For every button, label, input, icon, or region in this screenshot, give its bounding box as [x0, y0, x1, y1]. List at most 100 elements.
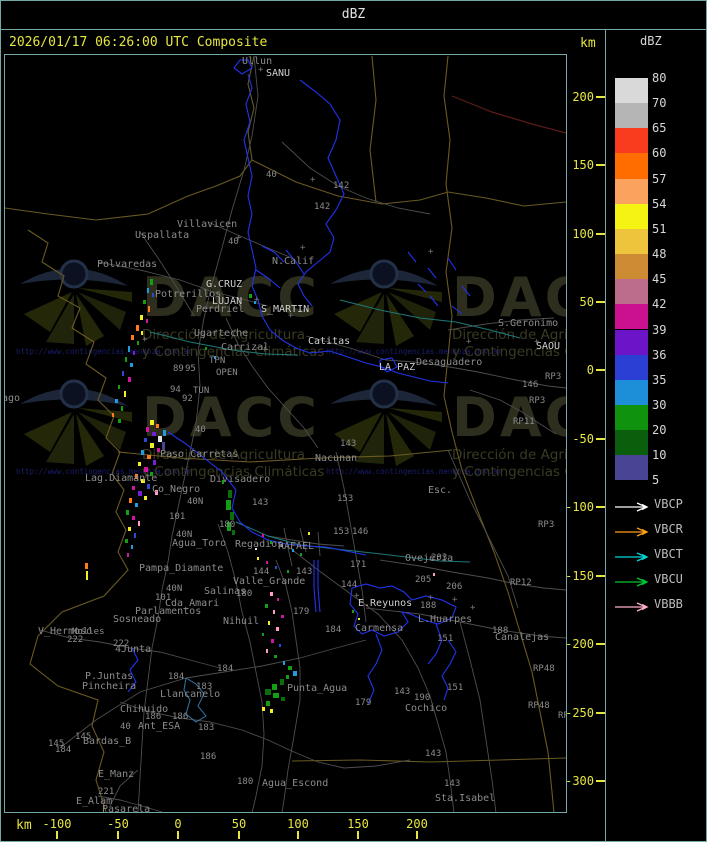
map-place-label: Sta.Isabel [435, 793, 495, 804]
map-place-label: 143 [340, 439, 356, 449]
radar-echo [137, 341, 139, 345]
scale-value-label: 36 [652, 347, 667, 362]
radar-echo [281, 615, 284, 618]
map-place-label: P.Juntas [85, 671, 133, 682]
station-marker: + [534, 337, 540, 347]
right-axis-tick-label: -250 [565, 706, 594, 720]
right-axis-tick-label: -150 [565, 569, 594, 583]
right-axis-tick-label: -300 [565, 774, 594, 788]
right-axis-tick [596, 643, 605, 645]
radar-echo [118, 385, 120, 389]
map-place-label: S.Geronimo [498, 318, 558, 329]
map-place-label: 183 [196, 682, 212, 692]
map-line-rc [149, 331, 299, 356]
watermark-line2: y Contingencias Climáticas [452, 464, 567, 480]
map-line-rd [305, 335, 567, 389]
radar-echo [132, 516, 135, 520]
radar-echo [130, 363, 133, 367]
map-place-label: 40N [166, 584, 182, 594]
map-line-rl [183, 677, 207, 723]
map-place-label: 222 [67, 635, 83, 645]
radar-echo [270, 709, 273, 713]
radar-echo [266, 701, 270, 706]
radar-echo [274, 655, 277, 658]
bottom-axis-tick-label: 200 [406, 817, 428, 831]
map-place-label: V_Hermoso [38, 626, 92, 637]
radar-echo [141, 479, 145, 483]
map-place-label: 92 [182, 394, 193, 404]
map-place-label: Catitas [308, 336, 350, 347]
dacc-watermark: http://www.contingencias.mendoza.gov.ar D… [16, 379, 324, 480]
radar-echo [144, 467, 148, 472]
right-axis-tick-label: -200 [565, 637, 594, 651]
map-place-label: LUJAN [212, 296, 242, 307]
map-line-rd [317, 531, 321, 557]
radar-map: http://www.contingencias.mendoza.gov.ar D… [2, 54, 634, 815]
map-place-label: Molles [72, 627, 105, 637]
map-line-bd [27, 229, 129, 813]
bottom-axis-unit-label: km [16, 818, 32, 833]
watermark-url: http://www.contingencias.mendoza.gov.ar [16, 347, 193, 356]
map-place-label: 186 [172, 712, 188, 722]
right-axis-tick [596, 164, 605, 166]
map-place-label: E_Alam [76, 796, 112, 807]
scale-value-label: 42 [652, 297, 667, 312]
radar-echo [262, 707, 265, 711]
radar-echo [265, 689, 271, 695]
map-place-label: 40N [187, 497, 203, 507]
right-axis-tick [596, 301, 605, 303]
right-axis-tick [596, 712, 605, 714]
map-place-label: Esc. [428, 485, 452, 496]
map-line-rd [267, 535, 345, 547]
map-line-rd [97, 261, 269, 307]
map-place-label: 179 [293, 607, 309, 617]
map-place-label: 143 [252, 498, 268, 508]
map-line-rv [417, 283, 427, 293]
map-place-label: 94 [170, 385, 181, 395]
radar-echo [205, 347, 207, 350]
map-line-rd [299, 527, 307, 553]
watermark-url: http://www.contingencias.mendoza.gov.ar [16, 467, 193, 476]
map-place-label: RP3 [545, 372, 561, 382]
legend-row [614, 498, 650, 512]
station-marker: + [258, 65, 264, 75]
scale-value-label: 51 [652, 221, 667, 236]
watermark-line2: y Contingencias Climáticas [142, 344, 324, 360]
map-place-label: 186 [145, 712, 161, 722]
scale-color-block [615, 78, 648, 104]
radar-echo [255, 548, 257, 550]
right-axis-tick-label: -50 [572, 432, 594, 446]
scale-color-block [615, 430, 648, 456]
map-place-label: SAOU [536, 341, 560, 352]
scale-color-block [615, 103, 648, 129]
map-place-label: 153 [333, 527, 349, 537]
map-line-rd [59, 639, 367, 749]
radar-echo [115, 399, 118, 403]
map-line-rv [313, 560, 317, 613]
map-place-label: 40 [228, 237, 239, 247]
map-place-label: 190 [414, 693, 430, 703]
map-place-label: Ant_ESA [138, 721, 180, 732]
radar-echo [275, 566, 277, 569]
map-place-label: TUN [193, 386, 209, 396]
map-line-rd [225, 317, 319, 449]
radar-echo [150, 420, 154, 425]
radar-echo [262, 633, 264, 636]
watermark-line2: y Contingencias Climáticas [142, 464, 324, 480]
page-title: dBZ [1, 1, 706, 30]
watermark-acronym: DACC [142, 386, 320, 449]
bottom-axis-tick [357, 831, 359, 839]
map-line-bd [251, 159, 567, 207]
map-line-rc [339, 299, 521, 339]
map-line-rv [429, 295, 439, 307]
radar-echo [138, 462, 141, 466]
map-place-label: 143 [394, 687, 410, 697]
map-place-label: 222 [113, 639, 129, 649]
radar-echo [265, 604, 268, 608]
radar-echo [128, 346, 130, 352]
legend-arrow-icon [615, 602, 649, 612]
map-line-rv [243, 73, 311, 354]
station-marker: + [428, 593, 434, 603]
legend-item-label: VBCT [654, 547, 683, 561]
radar-echo [280, 679, 284, 685]
